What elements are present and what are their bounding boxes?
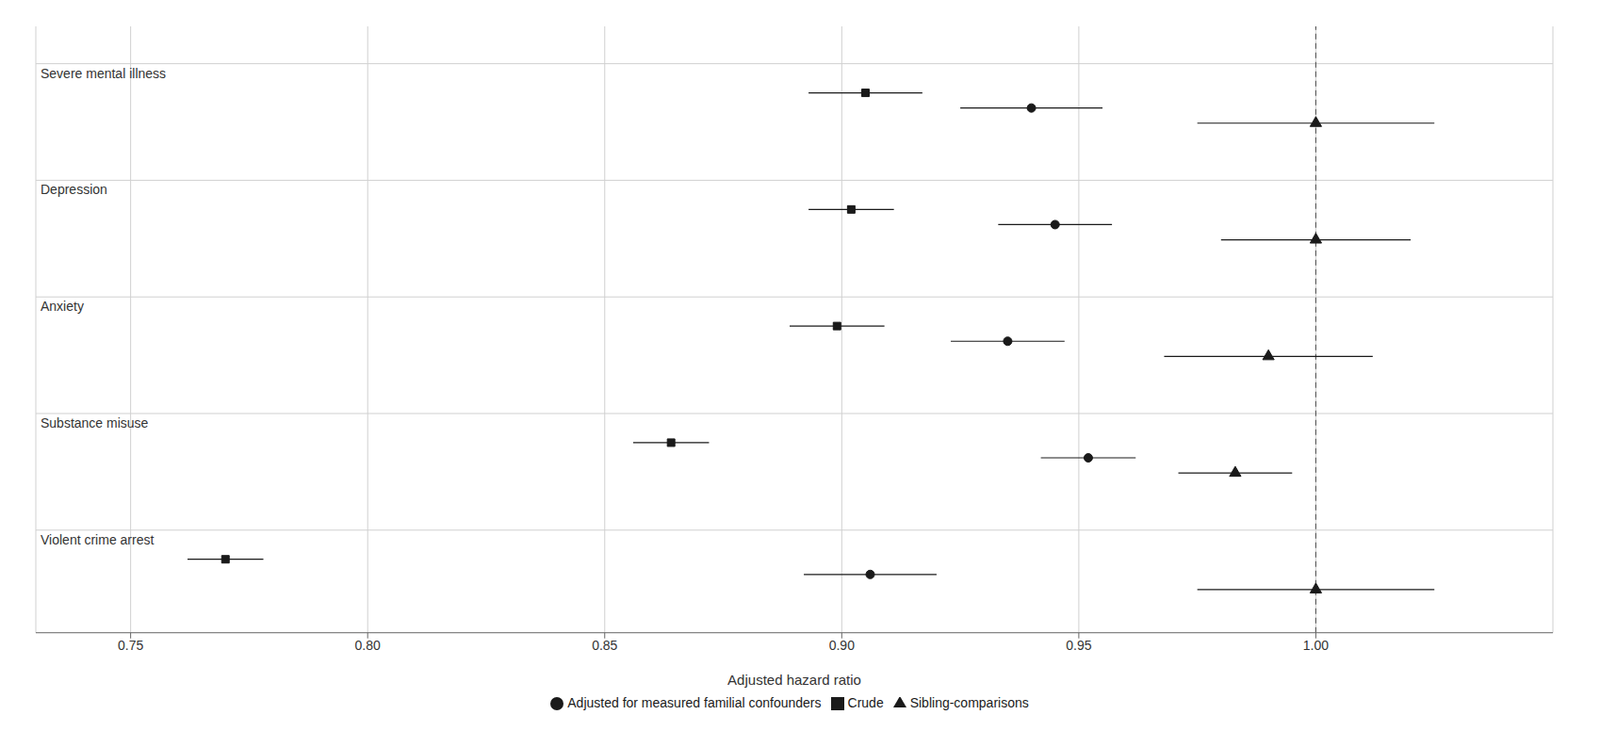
svg-text:Anxiety: Anxiety	[40, 298, 84, 314]
svg-text:0.85: 0.85	[591, 637, 618, 654]
html-text:Crude: Crude	[847, 695, 884, 711]
svg-text:Depression: Depression	[40, 181, 108, 197]
html-text:Sibling-comparisons: Sibling-comparisons	[909, 695, 1029, 711]
svg-text:0.80: 0.80	[355, 637, 381, 654]
svg-text:1.00: 1.00	[1303, 637, 1329, 654]
svg-text:Adjusted hazard ratio: Adjusted hazard ratio	[727, 671, 862, 688]
svg-text:Violent crime arrest: Violent crime arrest	[40, 532, 154, 548]
svg-text:Severe mental illness: Severe mental illness	[40, 65, 166, 82]
svg-text:0.90: 0.90	[829, 637, 855, 654]
svg-text:Substance misuse: Substance misuse	[40, 415, 149, 431]
svg-text:0.75: 0.75	[117, 637, 144, 654]
html-text:Adjusted for measured familial: Adjusted for measured familial confounde…	[567, 695, 822, 711]
svg-text:0.95: 0.95	[1065, 637, 1092, 654]
